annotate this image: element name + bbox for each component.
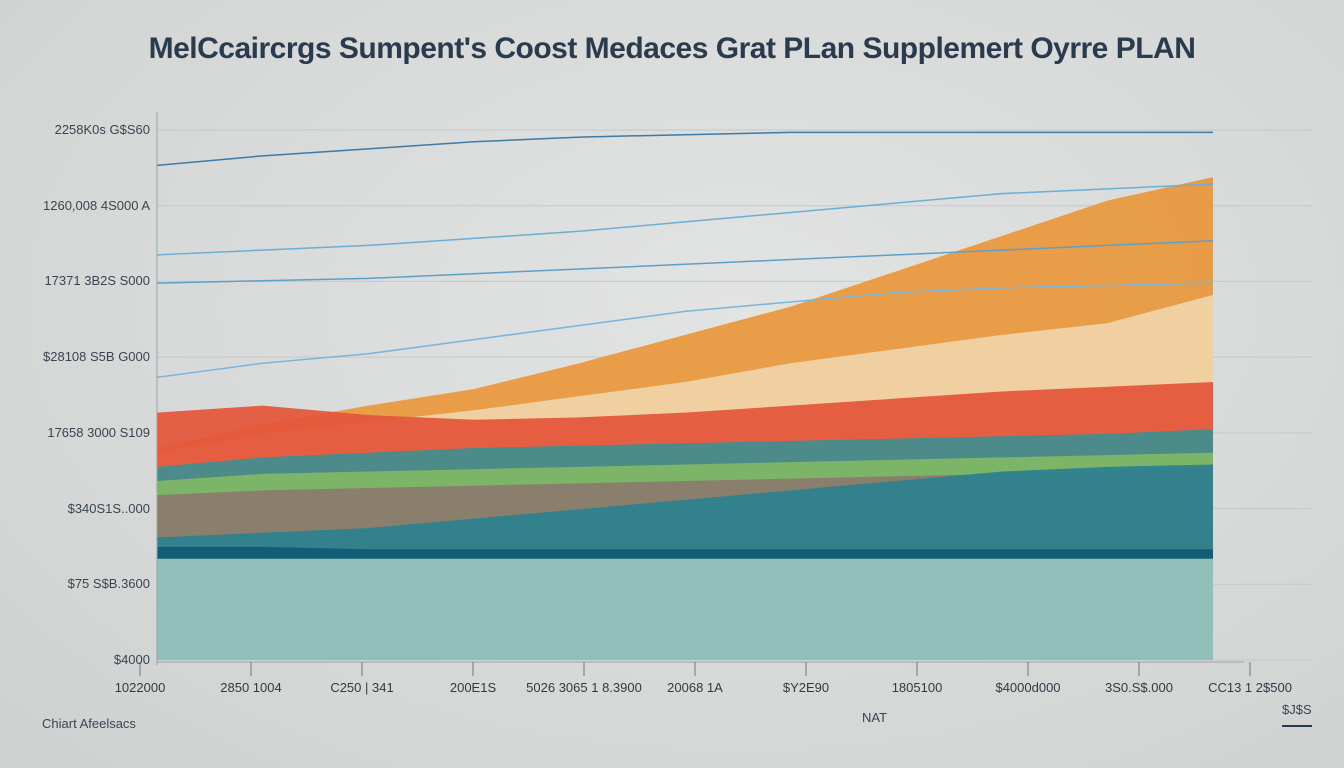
x-tick-label: 1805100 bbox=[891, 680, 943, 695]
y-tick-label: $340S1S..000 bbox=[67, 500, 150, 516]
line-series-2 bbox=[156, 239, 1214, 284]
corner-note: $J$S bbox=[1282, 702, 1312, 727]
x-tick-label: C250 | 341 bbox=[330, 680, 394, 695]
x-axis-label: NAT bbox=[862, 710, 888, 725]
y-tick-label: 1260,008 4S000 A bbox=[43, 197, 150, 213]
x-tick-label: $4000d000 bbox=[995, 680, 1061, 695]
y-tick-label: 17371 3B2S S000 bbox=[44, 273, 150, 289]
x-tick-label: 2850 1004 bbox=[220, 680, 282, 695]
x-tick-label: 1022000 bbox=[114, 680, 166, 695]
area-series-8 bbox=[157, 558, 1213, 660]
line-series-3 bbox=[156, 282, 1214, 379]
y-tick-label: $28108 S5B G000 bbox=[43, 349, 150, 365]
x-tick-label: 20068 1A bbox=[667, 680, 723, 695]
chart-title: MelCcaircrgs Sumpent's Coost Medaces Gra… bbox=[148, 32, 1196, 65]
line-series-0 bbox=[156, 131, 1213, 167]
x-tick-label: $Y2E90 bbox=[782, 680, 830, 695]
y-tick-label: $4000 bbox=[113, 652, 150, 667]
y-tick-label: 2258K0s G$S60 bbox=[54, 122, 150, 137]
y-tick-label: $75 S$B.3600 bbox=[67, 576, 150, 592]
x-tick-label: 5026 3065 1 8.3900 bbox=[526, 680, 642, 695]
source-note: Chiart Afeelsacs bbox=[42, 716, 136, 731]
x-tick-label: 3S0.S$.000 bbox=[1105, 680, 1173, 695]
y-tick-label: 17658 3000 S109 bbox=[47, 424, 150, 440]
x-tick-label: 200E1S bbox=[449, 680, 497, 695]
line-series-1 bbox=[156, 183, 1214, 256]
x-tick-label: CC13 1 2$500 bbox=[1208, 680, 1292, 695]
